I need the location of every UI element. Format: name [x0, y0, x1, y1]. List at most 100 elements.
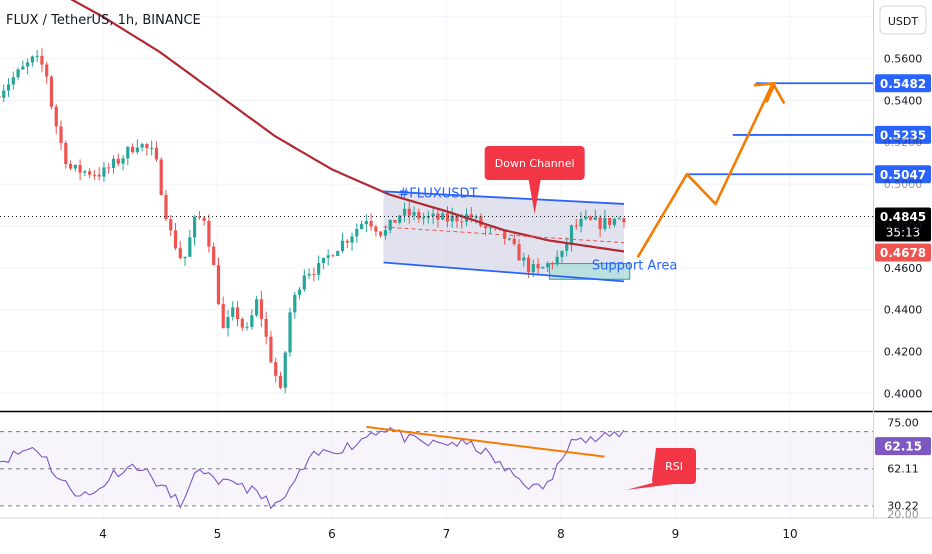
- currency-badge[interactable]: USDT: [888, 15, 919, 28]
- candle-body: [321, 257, 326, 264]
- candle-body: [159, 159, 163, 196]
- support-area-label: Support Area: [592, 258, 677, 273]
- current-price-tag: [875, 207, 931, 242]
- symbol-title: FLUX / TetherUS, 1h, BINANCE: [6, 13, 201, 28]
- candle-body: [269, 336, 273, 363]
- projection-path: [636, 82, 786, 258]
- candle-body: [121, 158, 125, 164]
- target-level-label: 0.5235: [880, 128, 926, 142]
- rsi-pane: [0, 425, 873, 510]
- candle-body: [331, 255, 335, 257]
- candle-body: [16, 69, 20, 78]
- candle-body: [336, 251, 340, 257]
- candle-body: [603, 217, 607, 230]
- candle-body: [526, 257, 531, 272]
- time-axis-tick: 10: [782, 527, 797, 541]
- candle-body: [126, 146, 130, 159]
- candle-body: [212, 246, 216, 266]
- candle-body: [412, 212, 416, 216]
- price-axis-tick: 0.5200: [884, 136, 923, 149]
- candle-body: [240, 319, 244, 328]
- candle-body: [445, 213, 450, 222]
- target-level-tag: [875, 165, 931, 184]
- candle-body: [393, 219, 397, 223]
- time-axis-tick: 5: [214, 527, 222, 541]
- candle-body: [441, 213, 445, 220]
- candle-body: [565, 243, 569, 251]
- candle-body: [68, 163, 73, 169]
- candle-body: [73, 164, 77, 169]
- candle-body: [40, 55, 44, 65]
- candle-body: [622, 218, 626, 223]
- ma-price-tag: [875, 243, 931, 262]
- candle-body: [307, 273, 311, 276]
- candle-body: [374, 226, 378, 232]
- candle-body: [383, 230, 388, 236]
- candle-body: [188, 237, 192, 257]
- candle-body: [202, 217, 206, 221]
- candle-body: [312, 273, 316, 275]
- candle-body: [255, 299, 259, 316]
- candle-body: [297, 289, 302, 295]
- candle-body: [169, 219, 173, 231]
- candle-body: [21, 66, 25, 70]
- candle-body: [2, 90, 6, 98]
- candle-body: [30, 56, 34, 63]
- candle-body: [555, 256, 559, 265]
- rsi-axis-tick: 75.00: [887, 416, 919, 429]
- candle-body: [593, 217, 597, 220]
- candle-body: [49, 76, 54, 107]
- price-axis-tick: 0.4400: [884, 304, 923, 317]
- currency-badge-frame[interactable]: [879, 5, 927, 35]
- candle-body: [484, 226, 488, 229]
- price-axis-tick: 0.4000: [884, 387, 923, 400]
- candle-body: [283, 352, 287, 388]
- candle-body: [173, 230, 178, 249]
- candle-body: [503, 229, 507, 239]
- candle-body: [431, 213, 435, 216]
- candle-body: [245, 326, 249, 328]
- candle-body: [35, 55, 39, 57]
- down-channel-callout-shape: [484, 146, 585, 214]
- candle-body: [6, 84, 11, 91]
- candle-body: [11, 77, 15, 85]
- moving-average-line: [70, 0, 625, 253]
- candle-body: [302, 275, 306, 290]
- candle-body: [83, 171, 87, 173]
- candle-body: [226, 316, 230, 329]
- candle-body: [154, 147, 159, 160]
- candle-body: [574, 225, 578, 227]
- price-axis-tick: 0.4800: [884, 220, 923, 233]
- channel-lower-line: [383, 261, 625, 283]
- candle-body: [517, 244, 521, 261]
- candle-body: [45, 64, 49, 77]
- candle-body: [546, 263, 550, 268]
- candle-body: [102, 167, 106, 177]
- candle-body: [288, 312, 292, 353]
- candle-body: [608, 217, 612, 225]
- candle-body: [584, 216, 588, 219]
- candle-body: [140, 144, 144, 148]
- channel-mid-line: [383, 226, 625, 244]
- candle-body: [398, 215, 402, 223]
- target-level-tag: [875, 125, 931, 144]
- target-level-label: 0.5047: [880, 168, 926, 182]
- candle-body: [274, 362, 278, 376]
- candle-body: [469, 214, 473, 218]
- time-axis-tick: 7: [443, 527, 451, 541]
- rsi-line: [0, 426, 625, 510]
- time-axis-tick: 4: [99, 527, 107, 541]
- candle-body: [598, 217, 602, 230]
- candle-body: [0, 96, 1, 98]
- candle-body: [474, 216, 478, 218]
- time-axis-tick: 6: [328, 527, 336, 541]
- ma-price-label: 0.4678: [880, 246, 926, 260]
- rsi-axis-tick: 30.22: [887, 499, 919, 512]
- target-level-tag: [875, 74, 931, 93]
- candle-body: [541, 267, 545, 269]
- candle-body: [450, 215, 454, 222]
- candle-body: [402, 208, 407, 216]
- price-axis-tick: 0.5000: [884, 178, 923, 191]
- candle-body: [560, 250, 564, 257]
